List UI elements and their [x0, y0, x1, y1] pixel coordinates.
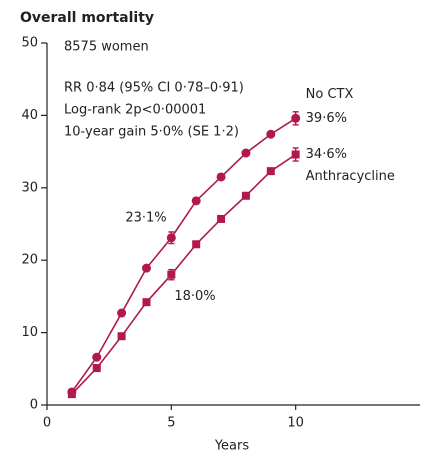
marker: [92, 352, 102, 362]
marker: [117, 308, 127, 318]
y-tick-label: 10: [21, 325, 38, 340]
value-label: 18·0%: [174, 289, 215, 304]
y-tick-label: 20: [21, 253, 38, 268]
value-label: 23·1%: [125, 210, 166, 225]
marker: [241, 191, 250, 200]
annotation: 8575 women: [64, 40, 149, 55]
value-label: 39·6%: [306, 111, 347, 126]
series-line: [71, 117, 297, 393]
marker: [142, 298, 151, 307]
marker: [191, 196, 201, 206]
x-tick-label: 5: [167, 416, 175, 431]
marker: [166, 233, 176, 243]
marker: [192, 240, 201, 249]
marker: [92, 364, 101, 373]
y-tick-label: 30: [21, 180, 38, 195]
value-label: 34·6%: [306, 147, 347, 162]
marker: [167, 270, 176, 279]
y-tick-label: 0: [30, 398, 38, 413]
series-line: [71, 153, 297, 395]
x-tick-label: 0: [43, 416, 51, 431]
marker: [266, 167, 275, 176]
marker: [117, 332, 126, 341]
marker: [141, 263, 151, 273]
annotation: RR 0·84 (95% CI 0·78–0·91): [64, 81, 244, 96]
marker: [241, 148, 251, 158]
marker: [291, 113, 301, 123]
y-tick-label: 50: [21, 36, 38, 51]
x-axis-label: Years: [214, 439, 250, 454]
marker: [217, 214, 226, 223]
y-tick-label: 40: [21, 108, 38, 123]
annotation: Log-rank 2p<0·00001: [64, 103, 206, 118]
x-tick-label: 10: [287, 416, 304, 431]
chart-title: Overall mortality: [20, 10, 154, 26]
series-label: No CTX: [306, 87, 354, 102]
marker: [216, 172, 226, 182]
series-label: Anthracycline: [306, 169, 395, 184]
marker: [266, 129, 276, 139]
annotation: 10-year gain 5·0% (SE 1·2): [64, 125, 239, 140]
marker: [67, 390, 76, 399]
marker: [291, 150, 300, 159]
